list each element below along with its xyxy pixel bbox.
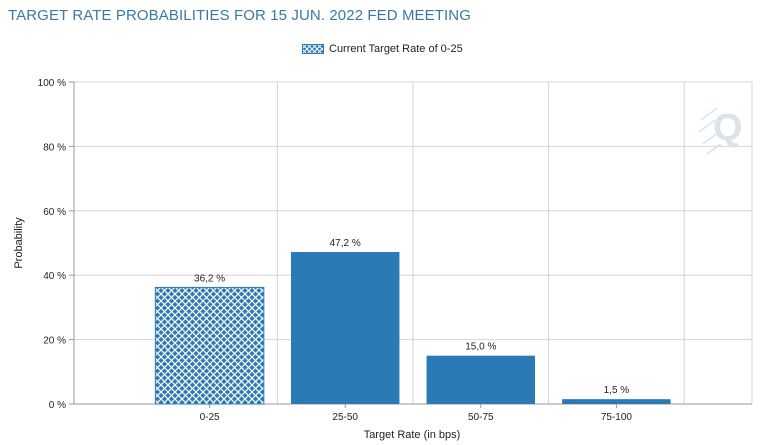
legend-swatch-crosshatch — [302, 44, 324, 54]
x-axis-title: Target Rate (in bps) — [364, 429, 461, 441]
y-tick-label: 60 % — [43, 207, 66, 218]
bar-value-label: 36,2 % — [194, 273, 225, 284]
chart-title: TARGET RATE PROBABILITIES FOR 15 JUN. 20… — [8, 7, 472, 24]
x-tick-label: 50-75 — [468, 412, 494, 423]
y-tick-label: 40 % — [43, 271, 66, 282]
x-tick-label: 75-100 — [601, 412, 633, 423]
q-watermark-icon: Q — [698, 107, 743, 155]
legend: Current Target Rate of 0-25 — [302, 43, 463, 55]
y-tick-label: 80 % — [43, 142, 66, 153]
bar-75-100 — [562, 399, 671, 404]
bar-value-label: 1,5 % — [604, 385, 630, 396]
bar-value-label: 47,2 % — [330, 238, 361, 249]
y-tick-label: 0 % — [49, 400, 66, 411]
legend-label: Current Target Rate of 0-25 — [329, 43, 463, 55]
svg-text:Q: Q — [713, 107, 743, 149]
y-tick-label: 100 % — [38, 78, 66, 89]
x-tick-label: 0-25 — [200, 412, 220, 423]
bar-50-75 — [426, 355, 536, 404]
bar-value-label: 15,0 % — [465, 342, 496, 353]
x-tick-label: 25-50 — [332, 412, 358, 423]
y-axis-title: Probability — [13, 217, 25, 269]
y-tick-label: 20 % — [43, 336, 66, 347]
bar-25-50 — [290, 252, 400, 404]
bar-0-25 — [154, 286, 265, 405]
